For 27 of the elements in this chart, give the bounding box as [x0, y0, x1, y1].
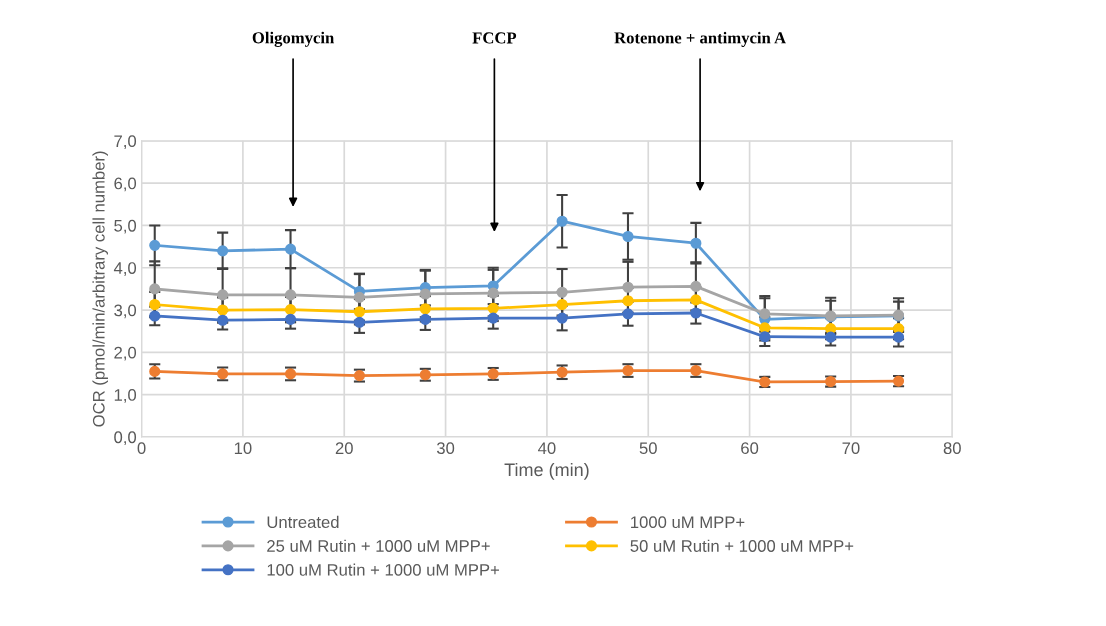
x-tick-label: 80 [943, 442, 961, 455]
x-tick-label: 50 [639, 442, 657, 455]
y-tick-label: 0,0 [114, 431, 137, 446]
y-tick-label: 7,0 [114, 135, 137, 150]
x-tick-label: 30 [436, 442, 455, 455]
y-tick-label: 6,0 [114, 177, 137, 192]
text: Oligomycin [252, 31, 335, 47]
text: Rotenone + antimycin A [614, 31, 786, 47]
y-tick-label: 4,0 [113, 262, 137, 276]
legend-label: Untreated [267, 515, 339, 529]
y-axis-title: OCR (pmol/min/arbitrary cell number) [92, 151, 108, 427]
y-tick-label: 1,0 [114, 389, 137, 403]
x-tick-label: 20 [335, 442, 353, 455]
x-tick-label: 0 [137, 442, 146, 455]
text: FCCP [472, 32, 517, 44]
legend-label: 50 uM Rutin + 1000 uM MPP+ [630, 539, 854, 552]
x-tick-label: 60 [741, 442, 759, 455]
x-tick-label: 10 [234, 442, 252, 455]
x-axis-title: Time (min) [504, 462, 589, 480]
y-tick-label: 2,0 [114, 346, 137, 361]
legend-label: 1000 uM MPP+ [631, 516, 745, 529]
y-tick-label: 3,0 [114, 304, 137, 319]
y-tick-label: 5,0 [114, 219, 137, 234]
legend-label: 25 uM Rutin + 1000 uM MPP+ [267, 539, 490, 552]
x-tick-label: 70 [842, 442, 860, 455]
x-tick-label: 40 [538, 442, 556, 455]
legend-label: 100 uM Rutin + 1000 uM MPP+ [267, 563, 499, 576]
